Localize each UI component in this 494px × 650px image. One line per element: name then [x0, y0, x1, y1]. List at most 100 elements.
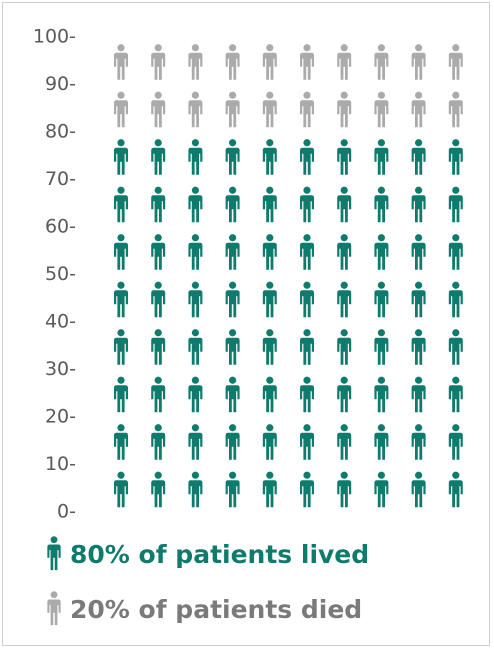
person-icon-lived [374, 281, 389, 318]
person-icon-lived [114, 329, 128, 365]
person-icon-lived [300, 471, 314, 508]
person-icon-died [337, 44, 352, 80]
person-icon-lived [300, 139, 314, 175]
person-icon-lived [300, 281, 314, 318]
person-icon-lived [300, 234, 314, 270]
y-tick-label: 60- [45, 216, 76, 238]
person-icon-died [188, 44, 203, 80]
person-icon-lived [411, 471, 426, 508]
person-icon-lived [188, 186, 203, 223]
y-axis: 0- 10- 20- 30- 40- 50- 60- 70- 80- 90- 100- [33, 26, 76, 523]
person-icon-lived [262, 376, 277, 413]
person-icon-lived [374, 186, 389, 223]
person-icon-lived [225, 329, 240, 365]
person-icon-lived [225, 471, 240, 508]
person-icon-lived [114, 281, 128, 318]
person-icon-died [374, 91, 389, 128]
person-icon-lived [151, 234, 166, 270]
person-icon-lived [225, 234, 240, 270]
person-icon-lived [151, 281, 166, 318]
person-icon-lived [188, 329, 203, 365]
person-icon-died [448, 44, 463, 80]
person-icon-lived [448, 186, 463, 223]
person-icon-lived [448, 424, 463, 460]
y-tick-label: 20- [45, 406, 76, 428]
person-icon-lived [151, 139, 166, 175]
person-icon-lived [188, 471, 203, 508]
person-icon-lived [114, 376, 128, 413]
person-icon-died [374, 44, 389, 80]
person-icon-lived [448, 139, 463, 175]
y-tick-label: 80- [45, 121, 76, 143]
person-icon-died [225, 44, 240, 80]
person-icon-lived [411, 424, 426, 460]
person-icon-died [337, 91, 352, 128]
person-icon-lived [337, 186, 352, 223]
person-icon-lived [114, 139, 128, 175]
person-icon-died [411, 91, 426, 128]
person-icon-lived [337, 281, 352, 318]
legend-label-died: 20% of patients died [70, 594, 363, 624]
person-icon-lived [151, 471, 166, 508]
person-icon-died [151, 44, 166, 80]
person-icon-lived [374, 424, 389, 460]
person-icon-died [262, 91, 277, 128]
person-icon-died [448, 91, 463, 128]
person-icon-lived [151, 329, 166, 365]
person-icon-lived [448, 376, 463, 413]
person-icon-lived [225, 139, 240, 175]
y-tick-label: 30- [45, 358, 76, 380]
person-icon-lived [374, 329, 389, 365]
person-icon-died [114, 91, 128, 128]
legend-item-lived: 80% of patients lived [44, 534, 369, 574]
person-icon-lived [448, 329, 463, 365]
y-tick-label: 10- [45, 453, 76, 475]
person-icon-died [300, 91, 314, 128]
person-icon-lived [151, 186, 166, 223]
person-icon-lived [448, 471, 463, 508]
person-icon [47, 591, 61, 626]
person-icon-lived [411, 329, 426, 365]
person-icon-lived [225, 281, 240, 318]
person-icon-lived [300, 329, 314, 365]
y-tick-label: 100- [33, 26, 76, 48]
person-icon-lived [262, 471, 277, 508]
person-icon-lived [337, 424, 352, 460]
person-icon-lived [337, 376, 352, 413]
person-icon-lived [374, 471, 389, 508]
person-icon-lived [374, 234, 389, 270]
person-icon-lived [411, 234, 426, 270]
person-icon-lived [262, 139, 277, 175]
person-icon-lived [188, 139, 203, 175]
person-icon-died [151, 91, 166, 128]
person-icon-lived [225, 376, 240, 413]
person-icon-lived [188, 424, 203, 460]
y-tick-label: 40- [45, 311, 76, 333]
person-icon-lived [411, 376, 426, 413]
y-tick-label: 70- [45, 168, 76, 190]
person-icon-lived [225, 186, 240, 223]
person-icon-died [188, 91, 203, 128]
person-icon-lived [225, 424, 240, 460]
legend-item-died: 20% of patients died [44, 589, 362, 629]
person-icon-lived [188, 376, 203, 413]
person-icon-lived [337, 471, 352, 508]
person-icon-lived [300, 424, 314, 460]
person-icon-lived [337, 329, 352, 365]
person-icon-lived [300, 186, 314, 223]
person-icon-lived [337, 234, 352, 270]
person-icon-lived [262, 281, 277, 318]
person-icon-died [114, 44, 128, 80]
person-icon-grid [114, 44, 463, 508]
y-tick-label: 90- [45, 73, 76, 95]
person-icon-lived [374, 376, 389, 413]
person-icon-lived [114, 234, 128, 270]
person-icon-lived [448, 234, 463, 270]
person-icon-lived [411, 139, 426, 175]
y-tick-label: 50- [45, 263, 76, 285]
person-icon-lived [337, 139, 352, 175]
person-icon-lived [188, 234, 203, 270]
person-icon-lived [151, 376, 166, 413]
person-icon-lived [411, 186, 426, 223]
person-icon-lived [300, 376, 314, 413]
